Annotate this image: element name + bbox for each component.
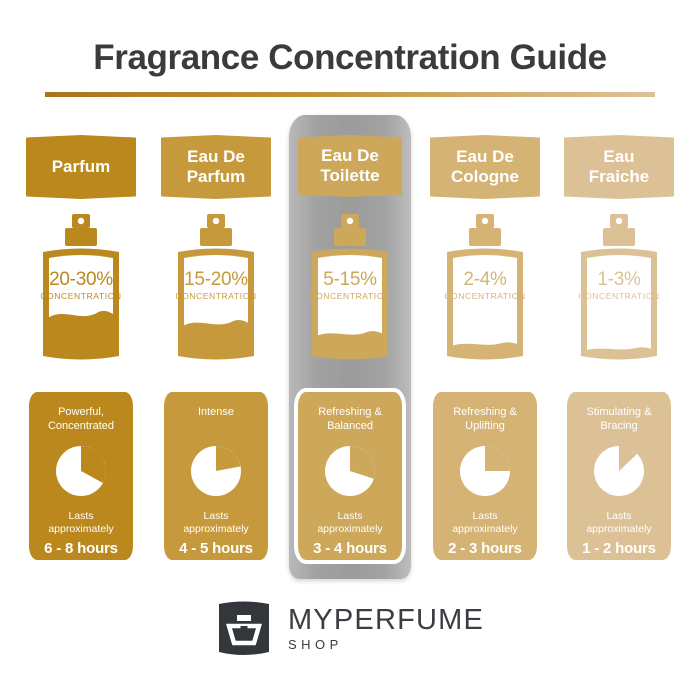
longevity-card[interactable]: Refreshing & Uplifting Lasts approximately 2… xyxy=(433,392,537,560)
perfume-bottle-graphic: 5-15% CONCENTRATION xyxy=(296,212,404,364)
scent-description: Refreshing & Uplifting xyxy=(453,406,517,433)
fragrance-type-label: Eau De Parfum xyxy=(186,147,246,186)
concentration-value: 2-4% xyxy=(463,269,507,290)
duration-hours: 1 - 2 hours xyxy=(582,540,656,557)
scent-description: Intense xyxy=(197,406,235,418)
scent-description: Stimulating & Bracing xyxy=(586,406,652,433)
scent-description: Powerful, Concentrated xyxy=(47,406,115,433)
fragrance-type-label: Eau De Toilette xyxy=(320,146,380,185)
duration-hours: 3 - 4 hours xyxy=(313,540,387,557)
duration-hours: 6 - 8 hours xyxy=(44,540,118,557)
fragrance-column-eau-de-parfum: Eau De Parfum 15-20% CONCENTRATION Intense La… xyxy=(155,0,277,700)
brand-text: MYPERFUME SHOP xyxy=(288,605,484,653)
fragrance-type-label: Eau De Cologne xyxy=(451,147,519,186)
longevity-card[interactable]: Intense Lasts approximately 4 - 5 hours xyxy=(164,392,268,560)
concentration-caption: CONCENTRATION xyxy=(578,291,660,301)
scent-description: Refreshing & Balanced xyxy=(318,406,382,433)
fragrance-column-eau-de-cologne: Eau De Cologne 2-4% CONCENTRATION Refreshing… xyxy=(424,0,546,700)
title-divider xyxy=(45,92,655,97)
lasts-label: Lasts approximately xyxy=(317,510,383,536)
longevity-card[interactable]: Powerful, Concentrated Lasts approximately 6… xyxy=(29,392,133,560)
longevity-pie-chart xyxy=(459,445,511,497)
concentration-caption: CONCENTRATION xyxy=(175,291,257,301)
perfume-bottle-graphic: 20-30% CONCENTRATION xyxy=(27,212,135,364)
concentration-value: 20-30% xyxy=(49,269,113,290)
fragrance-type-card[interactable]: Eau De Toilette xyxy=(298,135,402,197)
brand-sub: SHOP xyxy=(287,637,343,653)
duration-hours: 2 - 3 hours xyxy=(448,540,522,557)
fragrance-column-eau-fraiche: Eau Fraiche 1-3% CONCENTRATION Stimulating &… xyxy=(558,0,680,700)
fragrance-type-card[interactable]: Eau Fraiche xyxy=(564,135,674,199)
longevity-pie-chart xyxy=(55,445,107,497)
longevity-pie-chart xyxy=(190,445,242,497)
perfume-bottle-graphic: 1-3% CONCENTRATION xyxy=(565,212,673,364)
lasts-label: Lasts approximately xyxy=(48,510,114,536)
fragrance-type-card[interactable]: Eau De Parfum xyxy=(161,135,271,199)
longevity-card[interactable]: Refreshing & Balanced Lasts approximately 3 … xyxy=(294,388,406,564)
concentration-value: 15-20% xyxy=(184,269,248,290)
lasts-label: Lasts approximately xyxy=(586,510,652,536)
fragrance-type-card[interactable]: Eau De Cologne xyxy=(430,135,540,199)
concentration-value: 1-3% xyxy=(597,269,641,290)
concentration-caption: CONCENTRATION xyxy=(40,291,122,301)
fragrance-column-parfum: Parfum 20-30% CONCENTRATION Powerful, Concen… xyxy=(20,0,142,700)
concentration-caption: CONCENTRATION xyxy=(309,291,391,301)
perfume-bottle-graphic: 2-4% CONCENTRATION xyxy=(431,212,539,364)
lasts-label: Lasts approximately xyxy=(183,510,249,536)
fragrance-type-label: Eau Fraiche xyxy=(588,147,650,186)
longevity-pie-chart xyxy=(324,445,376,497)
perfume-bottle-badge-icon xyxy=(216,598,272,660)
page-title: Fragrance Concentration Guide xyxy=(93,38,607,77)
longevity-card[interactable]: Stimulating & Bracing Lasts approximately 1 … xyxy=(567,392,671,560)
fragrance-type-card[interactable]: Parfum xyxy=(26,135,136,199)
brand-name: MYPERFUME xyxy=(287,603,485,636)
concentration-caption: CONCENTRATION xyxy=(444,291,526,301)
duration-hours: 4 - 5 hours xyxy=(179,540,253,557)
lasts-label: Lasts approximately xyxy=(452,510,518,536)
fragrance-column-eau-de-toilette: Eau De Toilette 5-15% CONCENTRATION Refreshi… xyxy=(289,0,411,700)
perfume-bottle-graphic: 15-20% CONCENTRATION xyxy=(162,212,270,364)
longevity-pie-chart xyxy=(593,445,645,497)
fragrance-type-label: Parfum xyxy=(51,157,111,177)
brand-footer: MYPERFUME SHOP xyxy=(0,598,700,660)
concentration-value: 5-15% xyxy=(323,269,377,290)
